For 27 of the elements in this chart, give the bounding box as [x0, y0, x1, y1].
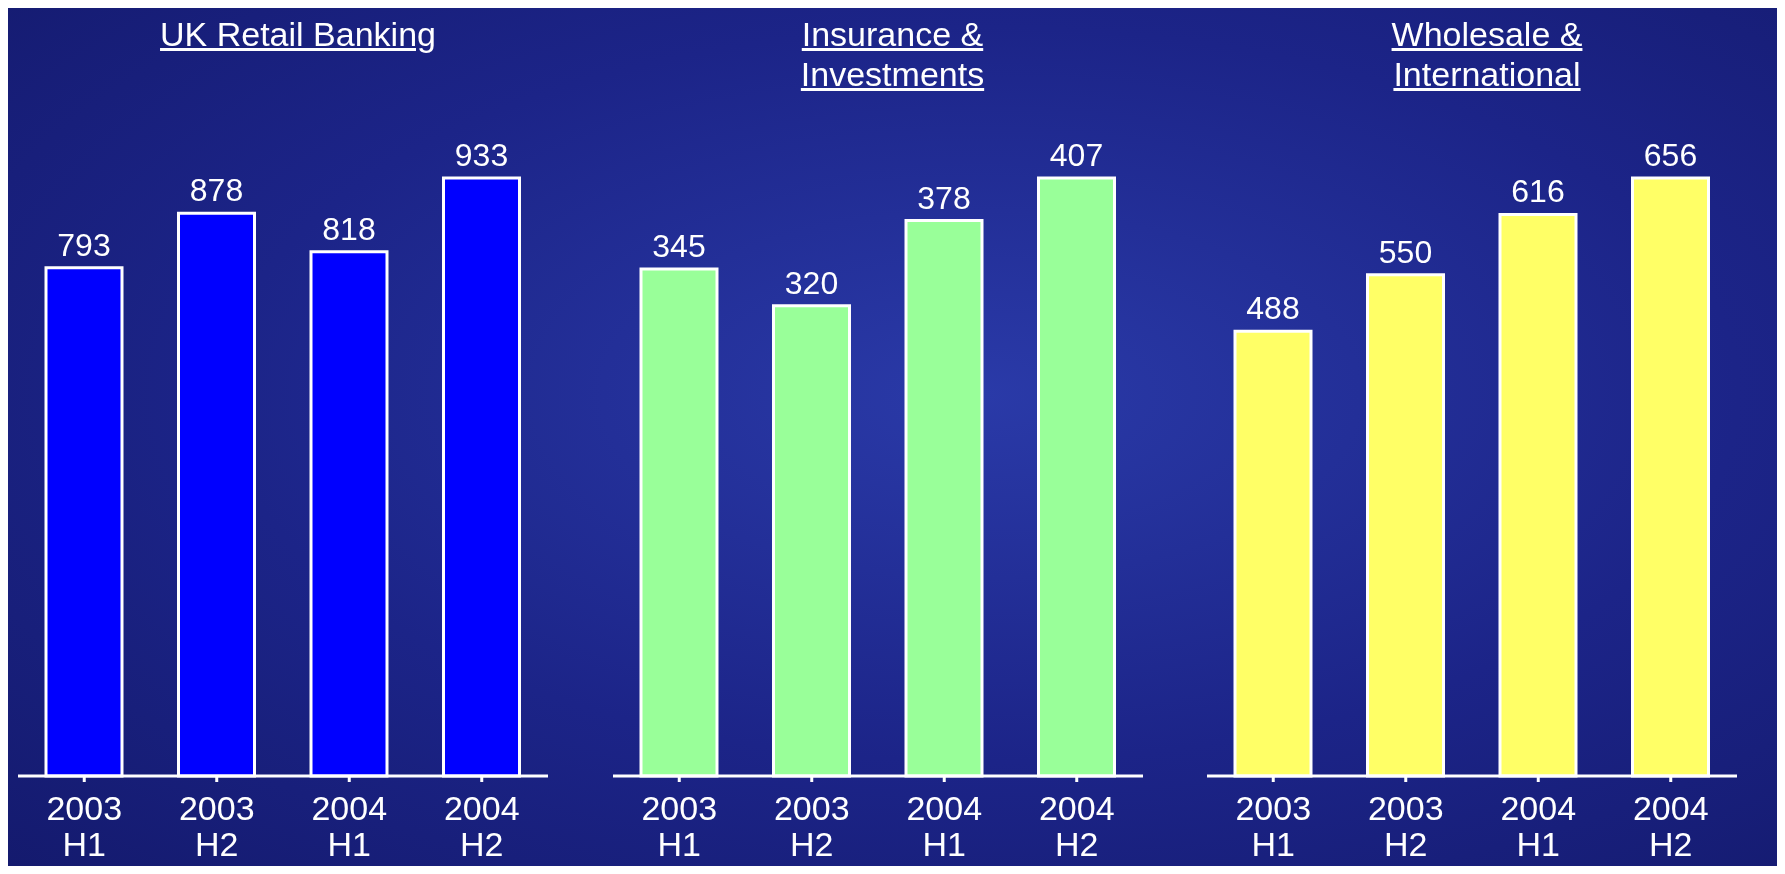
x-tick-label: 2004 H1	[905, 789, 982, 863]
x-tick-label: 2004 H1	[311, 789, 388, 863]
data-label: 320	[784, 264, 838, 301]
chart-title: Insurance & Investments	[799, 14, 986, 94]
x-tick-label: 2003 H2	[773, 789, 850, 863]
x-tick-label: 2003 H1	[46, 789, 123, 863]
x-tick-label: 2004 H2	[1632, 789, 1709, 863]
data-label: 933	[454, 137, 509, 173]
data-label: 407	[1049, 137, 1103, 173]
x-tick-label: 2003 H1	[1235, 789, 1312, 863]
chart-title: UK Retail Banking	[160, 14, 436, 54]
x-tick-label: 2004 H2	[443, 789, 520, 863]
data-label: 656	[1643, 137, 1698, 173]
x-tick-label: 2003 H2	[178, 789, 255, 863]
x-tick-label: 2004 H1	[1500, 789, 1577, 863]
data-label: 616	[1511, 173, 1565, 210]
data-label: 378	[916, 179, 971, 216]
data-label: 488	[1246, 290, 1300, 327]
data-label: 345	[651, 228, 706, 265]
x-tick-label: 2003 H1	[640, 789, 717, 863]
x-tick-label: 2003 H2	[1367, 789, 1444, 863]
data-label: 818	[322, 210, 376, 247]
data-label: 550	[1378, 233, 1433, 270]
x-tick-label: 2004 H2	[1038, 789, 1115, 863]
chart-title: Wholesale & International	[1390, 14, 1584, 94]
data-label: 793	[57, 226, 111, 263]
data-label: 878	[189, 172, 244, 209]
